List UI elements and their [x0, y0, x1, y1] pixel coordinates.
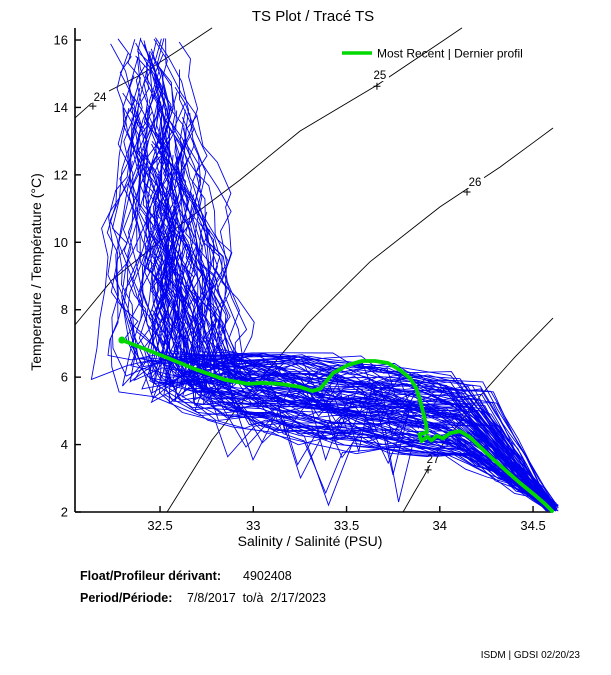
profile-line [107, 75, 556, 511]
x-tick-label: 34 [433, 518, 447, 533]
profile-line [157, 137, 553, 510]
x-tick-label: 33.5 [334, 518, 359, 533]
profile-line [110, 43, 554, 507]
profile-line [156, 143, 557, 504]
y-tick-label: 2 [61, 505, 68, 520]
float-id-label: Float/Profileur dérivant: [80, 569, 221, 583]
legend: Most Recent | Dernier profil [342, 47, 523, 61]
contour-label-backing [90, 89, 109, 103]
contour-label: 24 [94, 92, 107, 104]
profile-cloud [90, 37, 559, 512]
profile-line [127, 39, 553, 510]
contour-plus-marker [424, 466, 432, 474]
y-tick-label: 10 [54, 235, 68, 250]
profile-line [156, 61, 551, 508]
contour-plus-marker [463, 188, 471, 196]
x-axis-label: Salinity / Salinité (PSU) [238, 533, 383, 549]
profile-line [184, 185, 553, 510]
float-id-value: 4902408 [243, 569, 292, 583]
credit-text: ISDM | GDSI 02/20/23 [481, 650, 581, 661]
contour-label-backing [466, 174, 485, 188]
profile-line [167, 242, 557, 511]
x-tick-label: 34.5 [520, 518, 545, 533]
period-value: 7/8/2017 to/à 2/17/2023 [187, 591, 326, 605]
most-recent-line [120, 338, 554, 513]
profile-line [207, 266, 555, 510]
profile-line [201, 271, 549, 509]
y-axis-label: Temperature / Température (°C) [28, 173, 44, 371]
contour-label: 26 [469, 177, 482, 189]
y-tick-label: 4 [61, 437, 68, 452]
profile-line [128, 160, 556, 509]
period-label: Period/Période: [80, 591, 172, 605]
x-tick-label: 32.5 [147, 518, 172, 533]
most-recent-profile [118, 336, 554, 513]
x-tick-label: 33 [246, 518, 260, 533]
y-tick-label: 14 [54, 100, 68, 115]
profile-line [151, 143, 557, 509]
contour-plus-marker [89, 102, 97, 110]
profile-line [163, 85, 550, 505]
isopycnal-contour-line [74, 27, 463, 326]
profile-line [169, 109, 548, 512]
profile-line [106, 107, 558, 507]
chart-title: TS Plot / Tracé TS [252, 8, 374, 25]
profile-line [153, 182, 552, 507]
most-recent-start-dot [118, 336, 126, 344]
contour-label: 25 [374, 70, 387, 82]
contour-label-backing [370, 68, 389, 82]
profile-line [114, 107, 553, 507]
profile-line [137, 37, 554, 508]
profile-line [166, 219, 556, 509]
isopycnal-contour-line [166, 127, 554, 513]
profile-line [170, 41, 552, 510]
profile-line [137, 48, 550, 508]
profile-line [128, 56, 555, 505]
contour-plus-marker [373, 82, 381, 90]
profile-line [164, 94, 553, 507]
isopycnal-contour-line [74, 27, 213, 119]
profile-line [109, 142, 556, 509]
legend-label: Most Recent | Dernier profil [377, 47, 523, 61]
y-tick-label: 12 [54, 167, 68, 182]
footer: Float/Profileur dérivant: 4902408 Period… [80, 569, 580, 661]
y-tick-label: 6 [61, 370, 68, 385]
profile-line [90, 42, 552, 504]
profile-line [138, 122, 549, 509]
profile-line [154, 110, 553, 509]
contour-label: 27 [427, 454, 440, 466]
y-tick-label: 8 [61, 302, 68, 317]
y-tick-label: 16 [54, 33, 68, 48]
